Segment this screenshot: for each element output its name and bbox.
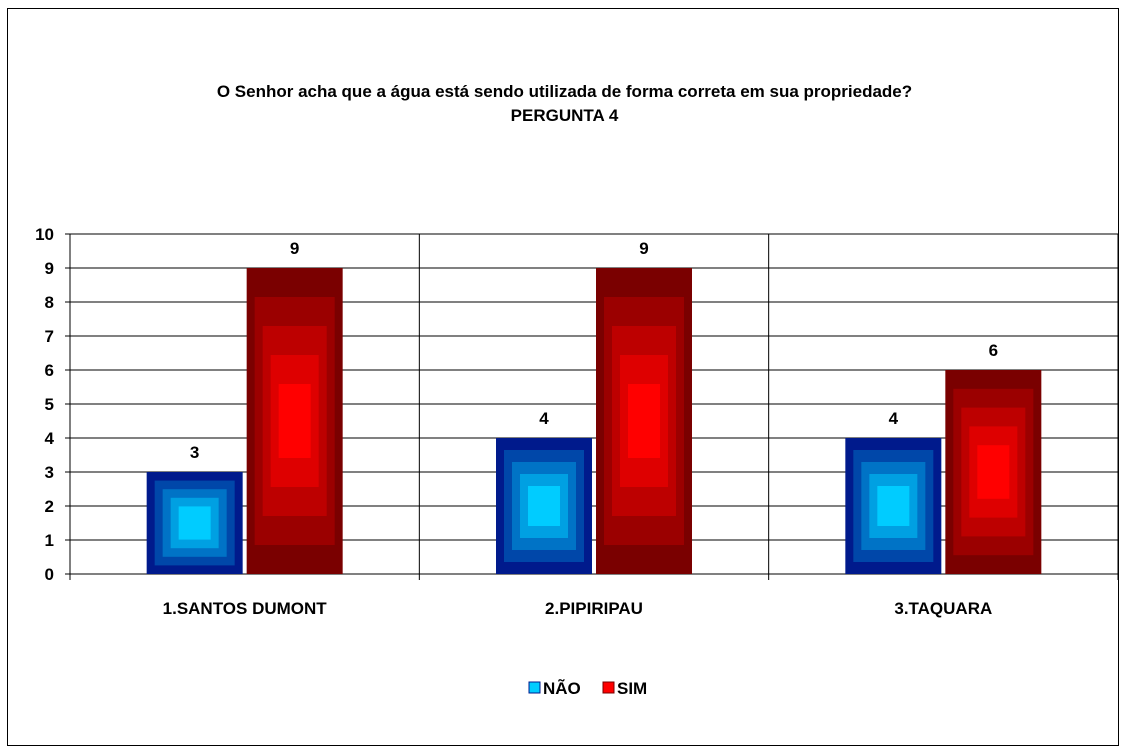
y-tick-label: 0	[45, 565, 54, 584]
chart-title-block: O Senhor acha que a água está sendo util…	[0, 80, 1129, 128]
category-label: 3.TAQUARA	[894, 599, 992, 618]
data-label: 9	[290, 239, 299, 258]
category-label: 2.PIPIRIPAU	[545, 599, 643, 618]
chart-title: O Senhor acha que a água está sendo util…	[216, 82, 913, 101]
legend-swatch-sim	[602, 681, 615, 694]
y-tick-label: 5	[45, 395, 54, 414]
legend-label-no: NÃO	[543, 678, 581, 698]
data-label: 6	[989, 341, 998, 360]
category-label: 1.SANTOS DUMONT	[163, 599, 328, 618]
legend-swatch-no	[528, 681, 541, 694]
chart-frame	[7, 8, 1119, 746]
data-label: 4	[539, 409, 549, 428]
data-label: 4	[889, 409, 899, 428]
y-tick-label: 4	[45, 429, 55, 448]
data-label: 3	[190, 443, 199, 462]
y-tick-label: 3	[45, 463, 54, 482]
bar-no-3	[845, 438, 942, 574]
bar-sim-3	[945, 370, 1042, 574]
y-tick-label: 10	[35, 225, 54, 244]
bar-no-2	[496, 438, 592, 574]
y-tick-label: 8	[45, 293, 54, 312]
data-label: 9	[639, 239, 648, 258]
y-tick-label: 2	[45, 497, 54, 516]
legend-label-sim: SIM	[617, 679, 647, 698]
y-tick-label: 9	[45, 259, 54, 278]
y-tick-label: 6	[45, 361, 54, 380]
chart-subtitle: PERGUNTA 4	[510, 106, 619, 125]
y-tick-label: 1	[45, 531, 54, 550]
bar-sim-2	[596, 268, 692, 574]
y-tick-label: 7	[45, 327, 54, 346]
bar-sim-1	[246, 268, 343, 574]
bar-no-1	[146, 472, 243, 574]
